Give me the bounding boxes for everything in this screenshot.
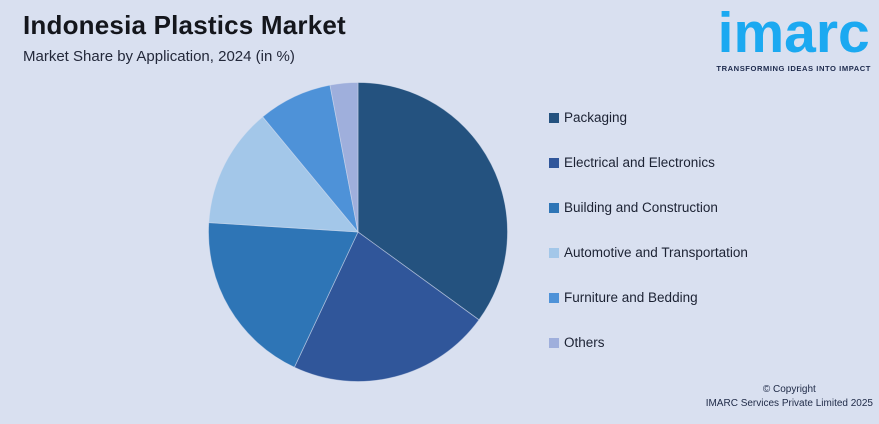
legend-label-automotive-and-transportation: Automotive and Transportation (564, 245, 748, 260)
legend-swatch-automotive-and-transportation (549, 247, 559, 258)
legend-label-others: Others (564, 335, 605, 350)
copyright-line1: © Copyright (762, 384, 816, 395)
pie-chart (208, 82, 508, 382)
legend-swatch-electrical-and-electronics (549, 157, 559, 168)
legend-item-automotive-and-transportation: Automotive and Transportation (549, 230, 748, 275)
pie-slice-packaging (357, 82, 508, 321)
legend-item-packaging: Packaging (549, 95, 748, 140)
legend-item-electrical-and-electronics: Electrical and Electronics (549, 140, 748, 185)
imarc-logo: imarc TRANSFORMING IDEAS INTO IMPACT (716, 1, 871, 73)
pie-chart-svg (208, 82, 508, 382)
imarc-logo-tagline: TRANSFORMING IDEAS INTO IMPACT (716, 63, 871, 73)
pie-slice-automotive-and-transportation (208, 116, 359, 233)
legend-swatch-furniture-and-bedding (549, 292, 559, 303)
legend-label-building-and-construction: Building and Construction (564, 200, 718, 215)
imarc-logo-wordmark: imarc (717, 1, 870, 65)
legend-item-others: Others (549, 320, 748, 365)
page-title: Indonesia Plastics Market (23, 10, 346, 40)
copyright-line2: IMARC Services Private Limited 2025 (705, 398, 873, 409)
pie-slice-others (329, 82, 359, 233)
legend: Packaging Electrical and Electronics Build… (549, 95, 748, 365)
pie-slice-building-and-construction (208, 222, 359, 368)
legend-label-packaging: Packaging (564, 110, 628, 125)
legend-swatch-others (549, 337, 559, 348)
legend-label-furniture-and-bedding: Furniture and Bedding (564, 290, 698, 305)
copyright-notice: © Copyright IMARC Services Private Limit… (706, 383, 873, 411)
legend-swatch-building-and-construction (549, 202, 559, 213)
legend-label-electrical-and-electronics: Electrical and Electronics (564, 155, 715, 170)
header: Indonesia Plastics Market Market Share b… (23, 10, 346, 65)
page-subtitle: Market Share by Application, 2024 (in %) (23, 48, 295, 65)
legend-swatch-packaging (549, 112, 559, 123)
legend-item-furniture-and-bedding: Furniture and Bedding (549, 275, 748, 320)
legend-item-building-and-construction: Building and Construction (549, 185, 748, 230)
